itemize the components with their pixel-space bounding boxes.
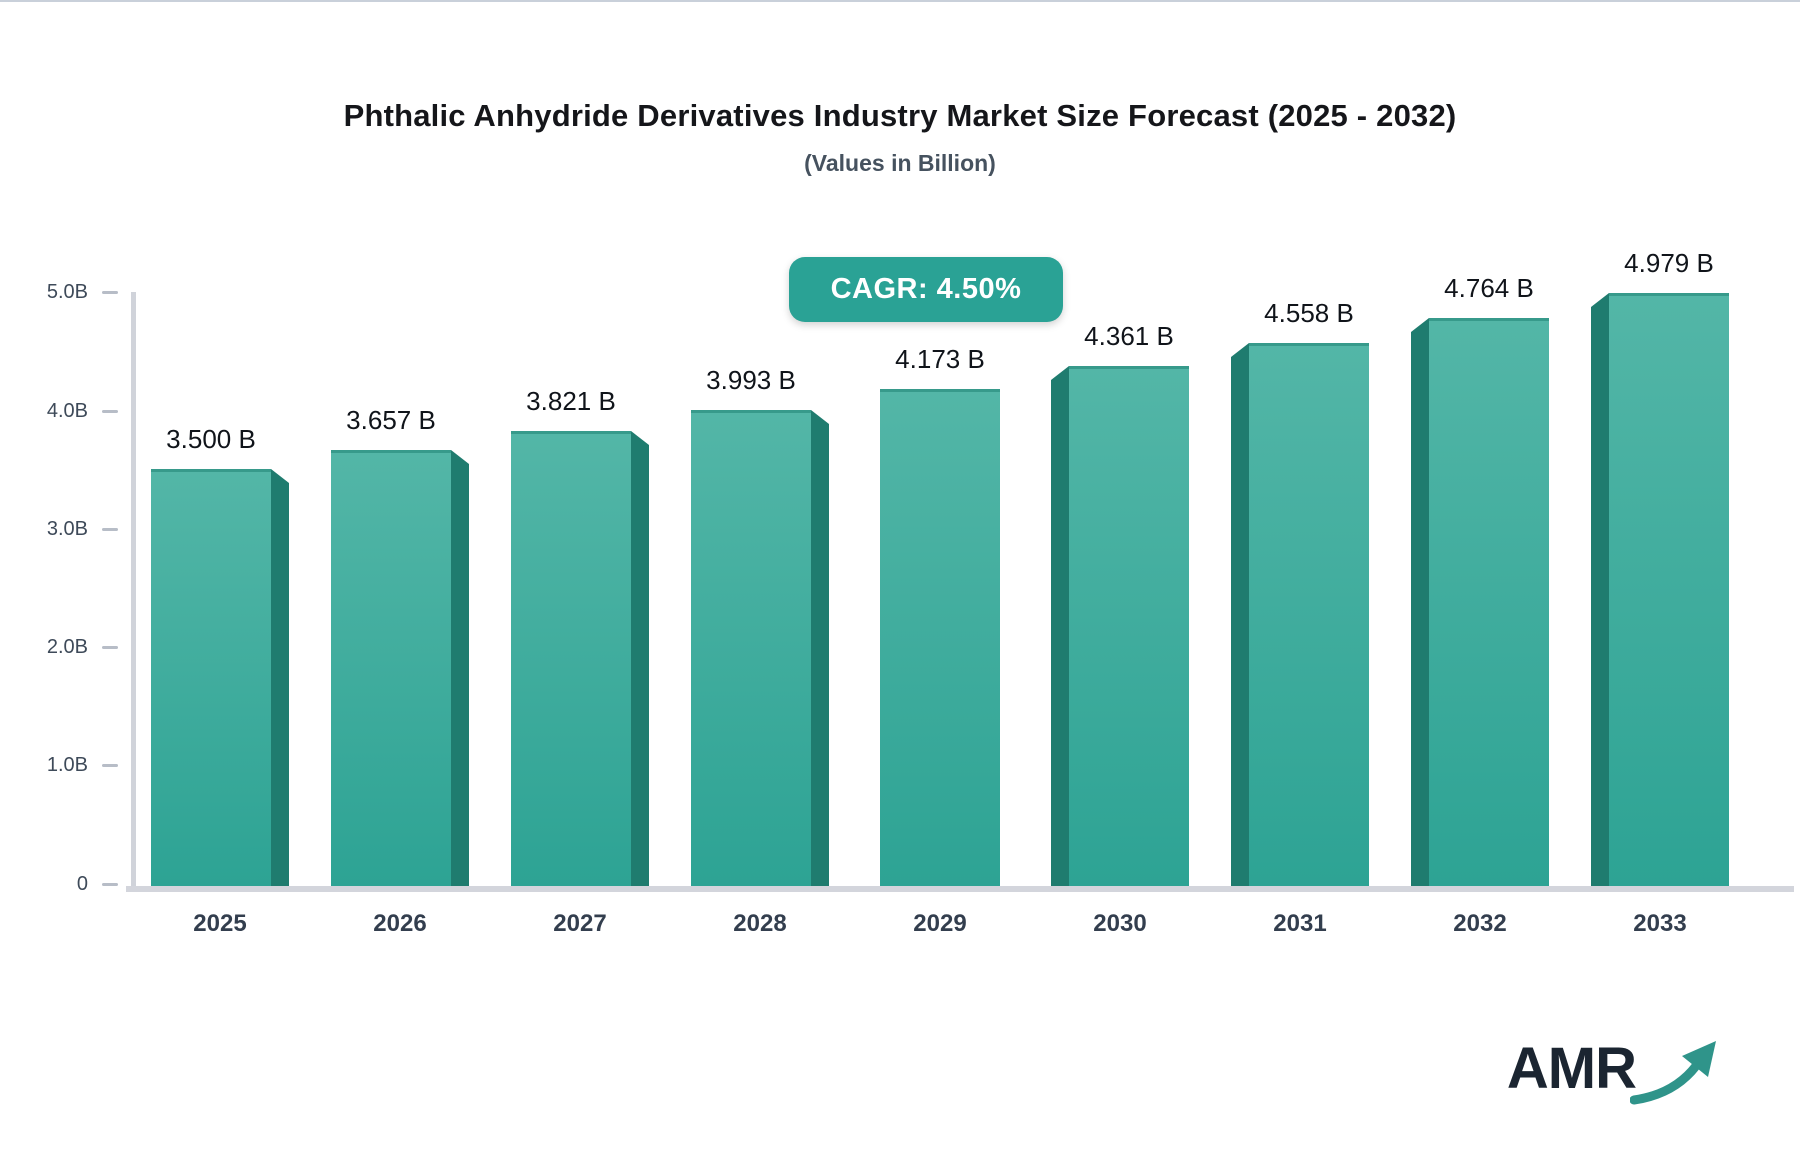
bar-side-face (1591, 293, 1609, 886)
bar-front-face (511, 431, 631, 886)
y-tick-0: 0 (18, 872, 118, 896)
tick-dash (102, 763, 118, 767)
bar-2025 (151, 469, 289, 886)
x-axis-label-2030: 2030 (1093, 910, 1147, 937)
x-axis-label-2029: 2029 (913, 910, 967, 937)
y-tick-4b: 4.0B (18, 399, 118, 423)
bar-value-label: 4.361 B (1084, 321, 1174, 351)
y-tick-label: 2.0B (46, 635, 88, 658)
x-axis-label-2032: 2032 (1453, 910, 1507, 937)
x-axis-label-2026: 2026 (373, 910, 427, 937)
tick-dash (102, 409, 118, 413)
bar-2033 (1591, 293, 1729, 886)
x-axis-baseline (126, 886, 1794, 892)
y-tick-5b: 5.0B (18, 280, 118, 304)
bar-value-label: 3.657 B (346, 405, 436, 435)
tick-dash (102, 527, 118, 531)
bar-side-face (1051, 366, 1069, 886)
tick-dash (102, 882, 118, 886)
bar-side-face (1411, 318, 1429, 886)
bar-side-face (811, 410, 829, 886)
bar-value-label: 3.500 B (166, 424, 256, 454)
x-axis-label-2025: 2025 (193, 910, 247, 937)
bar-side-face (451, 450, 469, 886)
bar-front-face (1609, 293, 1729, 886)
bar-side-face (271, 469, 289, 886)
y-tick-label: 0 (76, 872, 88, 895)
bar-front-face (151, 469, 271, 886)
y-tick-label: 3.0B (46, 517, 88, 540)
x-axis-label-2027: 2027 (553, 910, 607, 937)
y-tick-2b: 2.0B (18, 635, 118, 659)
bar-front-face (691, 410, 811, 886)
bar-value-label: 3.993 B (706, 365, 796, 395)
bar-front-face (1069, 366, 1189, 886)
y-tick-3b: 3.0B (18, 517, 118, 541)
tick-dash (102, 290, 118, 294)
bar-front-face (331, 450, 451, 886)
x-axis-label-2033: 2033 (1633, 910, 1687, 937)
bar-2028 (691, 410, 829, 886)
bar-2032 (1411, 318, 1549, 886)
bar-2026 (331, 450, 469, 886)
bar-front-face (880, 389, 1000, 886)
y-tick-label: 4.0B (46, 399, 88, 422)
y-tick-label: 5.0B (46, 280, 88, 303)
x-axis-label-2031: 2031 (1273, 910, 1327, 937)
amr-logo: AMR (1506, 1034, 1724, 1105)
bar-2030 (1051, 366, 1189, 886)
bar-value-label: 3.821 B (526, 386, 616, 416)
bar-value-label: 4.558 B (1264, 298, 1354, 328)
bar-2029 (880, 389, 1000, 886)
tick-dash (102, 645, 118, 649)
page-subtitle: (Values in Billion) (804, 150, 996, 176)
growth-arrow-icon (1630, 1041, 1716, 1105)
y-axis-line (131, 292, 136, 890)
bar-value-label: 4.979 B (1624, 248, 1714, 278)
bar-2027 (511, 431, 649, 886)
y-tick-1b: 1.0B (18, 753, 118, 777)
cagr-badge: CAGR: 4.50% (789, 257, 1063, 322)
bar-front-face (1249, 343, 1369, 886)
bar-value-label: 4.173 B (895, 344, 985, 374)
bar-side-face (631, 431, 649, 886)
bar-2031 (1231, 343, 1369, 886)
y-tick-label: 1.0B (46, 753, 88, 776)
bar-value-label: 4.764 B (1444, 273, 1534, 303)
bar-side-face (1231, 343, 1249, 886)
amr-logo-text: AMR (1506, 1036, 1637, 1101)
bar-front-face (1429, 318, 1549, 886)
page-title: Phthalic Anhydride Derivatives Industry … (343, 98, 1457, 133)
cagr-badge-label: CAGR: 4.50% (830, 273, 1022, 305)
x-axis-label-2028: 2028 (733, 910, 787, 937)
